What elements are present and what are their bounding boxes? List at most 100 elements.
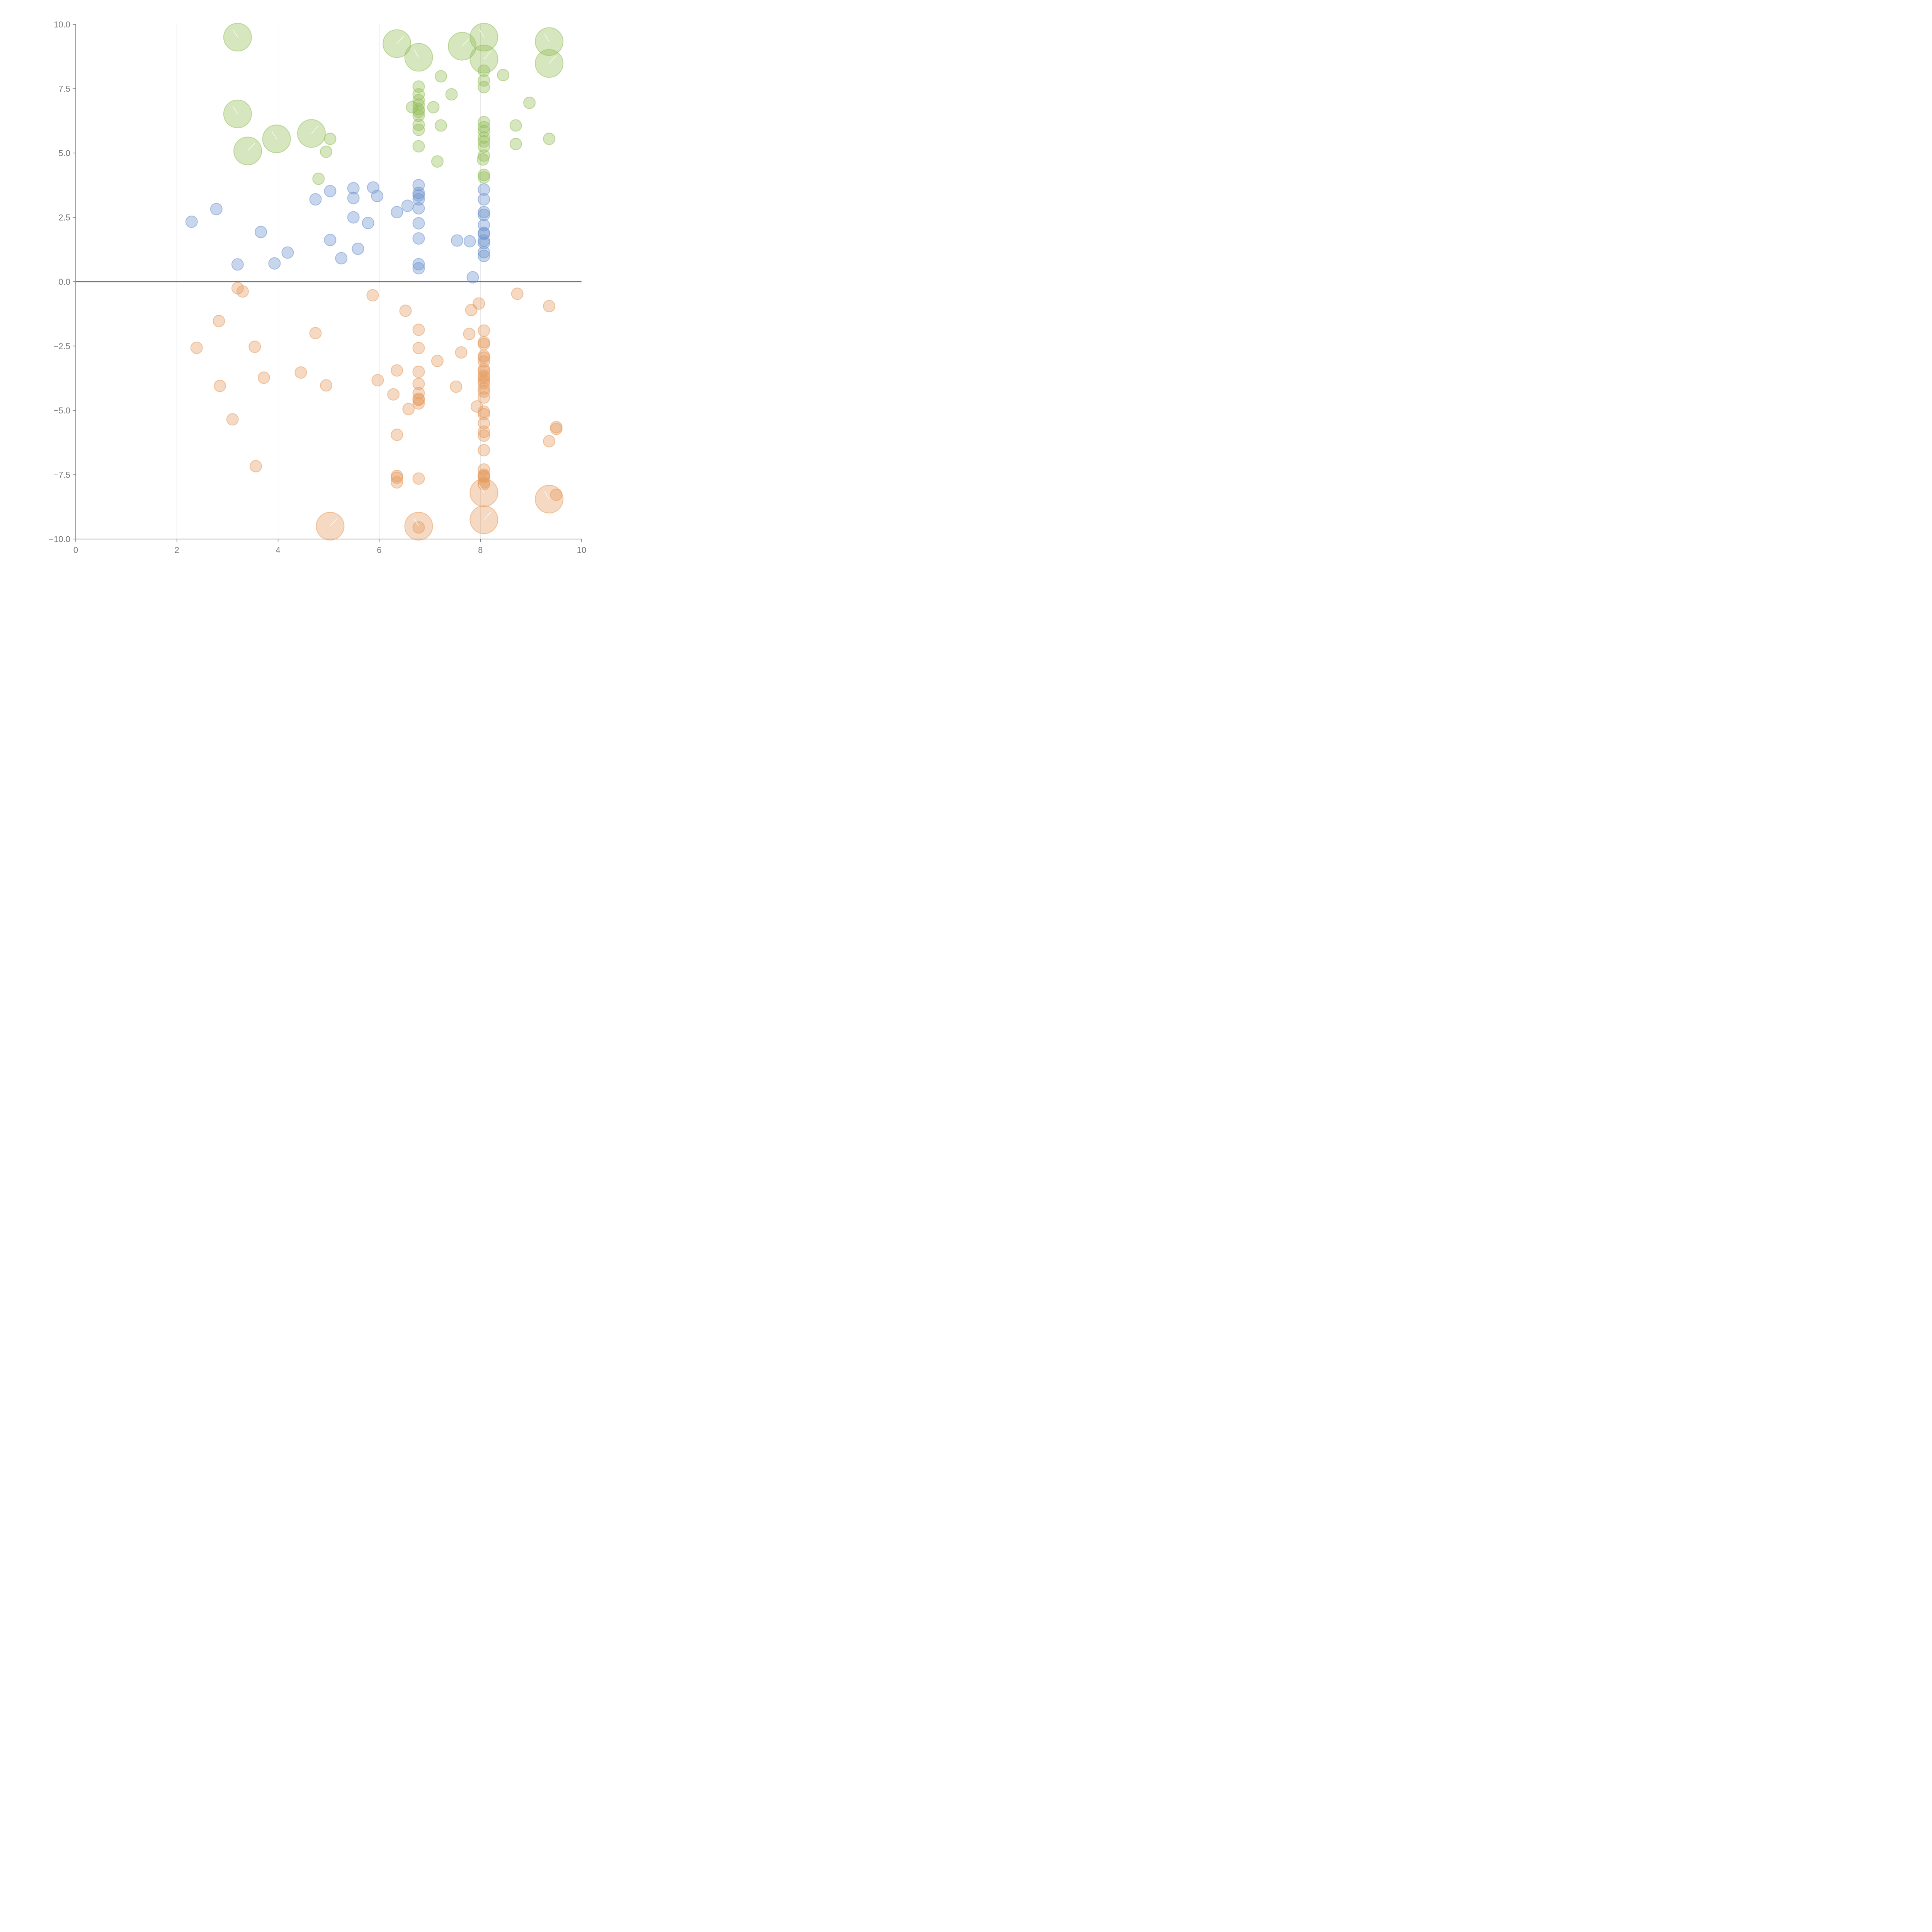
orange-point <box>473 297 485 310</box>
green-bubble-leader <box>233 29 238 37</box>
blue-point <box>362 217 374 230</box>
blue-point <box>371 190 384 202</box>
orange-bubble-leader <box>483 512 491 520</box>
y-tick-label: 7.5 <box>58 84 70 94</box>
x-tick-label: 6 <box>377 545 381 555</box>
orange-point <box>391 429 403 441</box>
y-tick-label: 5.0 <box>58 148 70 158</box>
green-bubble-leader <box>544 34 549 42</box>
blue-point <box>347 182 360 195</box>
blue-point <box>478 246 490 259</box>
x-tick-label: 4 <box>276 545 280 555</box>
green-point <box>445 88 458 101</box>
orange-point <box>478 365 490 378</box>
orange-point <box>213 315 225 327</box>
orange-bubble-leader <box>330 518 337 527</box>
blue-point <box>347 211 360 224</box>
green-bubble-leader <box>247 143 255 151</box>
green-point <box>412 124 425 136</box>
orange-point <box>412 472 425 485</box>
ticks: 0 2 4 6 8 10 10.0 7.5 5.0 2.5 0.0 −2.5 −5.0 −7.5 −10.0 <box>49 20 586 555</box>
orange-point <box>471 400 483 413</box>
blue-point <box>478 183 490 196</box>
green-point <box>406 101 418 114</box>
green-bubble-leader <box>549 55 556 64</box>
blue-point <box>451 234 463 247</box>
blue-point <box>335 252 348 265</box>
orange-point <box>294 366 307 379</box>
orange-point <box>391 471 403 484</box>
green-point <box>478 64 490 77</box>
green-point <box>478 125 490 138</box>
orange-point <box>543 435 556 447</box>
orange-point <box>387 388 400 401</box>
green-bubble-leader <box>272 131 277 139</box>
orange-point <box>236 285 249 298</box>
blue-point <box>281 246 294 259</box>
blue-point <box>185 215 198 228</box>
bubble-scatter-chart: 0 2 4 6 8 10 10.0 7.5 5.0 2.5 0.0 −2.5 −5.0 −7.5 −10.0 <box>49 20 586 555</box>
blue-point <box>255 226 267 238</box>
orange-point <box>320 379 332 392</box>
blue-point <box>391 206 403 219</box>
orange-point <box>511 287 524 300</box>
green-point <box>412 118 425 131</box>
orange-point <box>543 300 556 313</box>
orange-point <box>412 521 425 534</box>
green-point <box>478 168 490 181</box>
green-point <box>478 131 490 144</box>
orange-point <box>412 397 425 410</box>
orange-point <box>391 476 403 489</box>
green-point <box>431 155 444 168</box>
y-tick-label: 0.0 <box>58 277 70 287</box>
orange-point <box>478 408 490 420</box>
orange-point <box>478 391 490 404</box>
green-bubble-leader <box>479 29 485 37</box>
green-point <box>478 171 490 184</box>
blue-point <box>324 234 337 247</box>
blue-point <box>412 262 425 275</box>
orange-point <box>399 304 412 317</box>
blue-point <box>210 203 223 216</box>
green-point <box>476 153 489 166</box>
green-point <box>427 101 440 114</box>
green-point <box>478 81 490 94</box>
orange-point <box>478 324 490 337</box>
data-points <box>185 23 564 541</box>
blue-point <box>401 199 414 212</box>
orange-point <box>455 346 468 359</box>
orange-bubble-leader <box>479 485 485 493</box>
green-point <box>509 119 522 132</box>
green-point <box>412 98 425 111</box>
orange-point <box>478 471 490 484</box>
orange-point <box>412 342 425 354</box>
orange-point <box>412 366 425 378</box>
green-point <box>412 105 425 118</box>
green-point <box>478 116 490 129</box>
green-point <box>478 140 490 153</box>
x-tick-label: 8 <box>478 545 483 555</box>
orange-point <box>412 394 425 406</box>
green-bubble-leader <box>483 51 491 60</box>
blue-point <box>478 206 490 219</box>
orange-point <box>402 403 415 415</box>
y-tick-label: −2.5 <box>54 342 70 351</box>
y-tick-label: −10.0 <box>49 534 70 544</box>
green-point <box>523 97 536 109</box>
green-point <box>435 70 447 83</box>
orange-point <box>412 323 425 336</box>
orange-point <box>309 327 322 340</box>
orange-bubble-leader <box>544 491 549 500</box>
y-tick-label: −5.0 <box>54 406 70 415</box>
y-tick-label: 10.0 <box>54 20 70 29</box>
blue-point <box>478 228 490 240</box>
orange-point <box>250 460 262 473</box>
green-point <box>478 74 490 87</box>
orange-point <box>366 289 379 302</box>
y-tick-label: −7.5 <box>54 470 70 480</box>
chart-area: 0 2 4 6 8 10 10.0 7.5 5.0 2.5 0.0 −2.5 −5.0 −7.5 −10.0 <box>0 0 605 605</box>
blue-point <box>412 189 425 202</box>
orange-point <box>248 340 261 353</box>
blue-point <box>347 192 360 204</box>
green-point <box>312 172 325 185</box>
